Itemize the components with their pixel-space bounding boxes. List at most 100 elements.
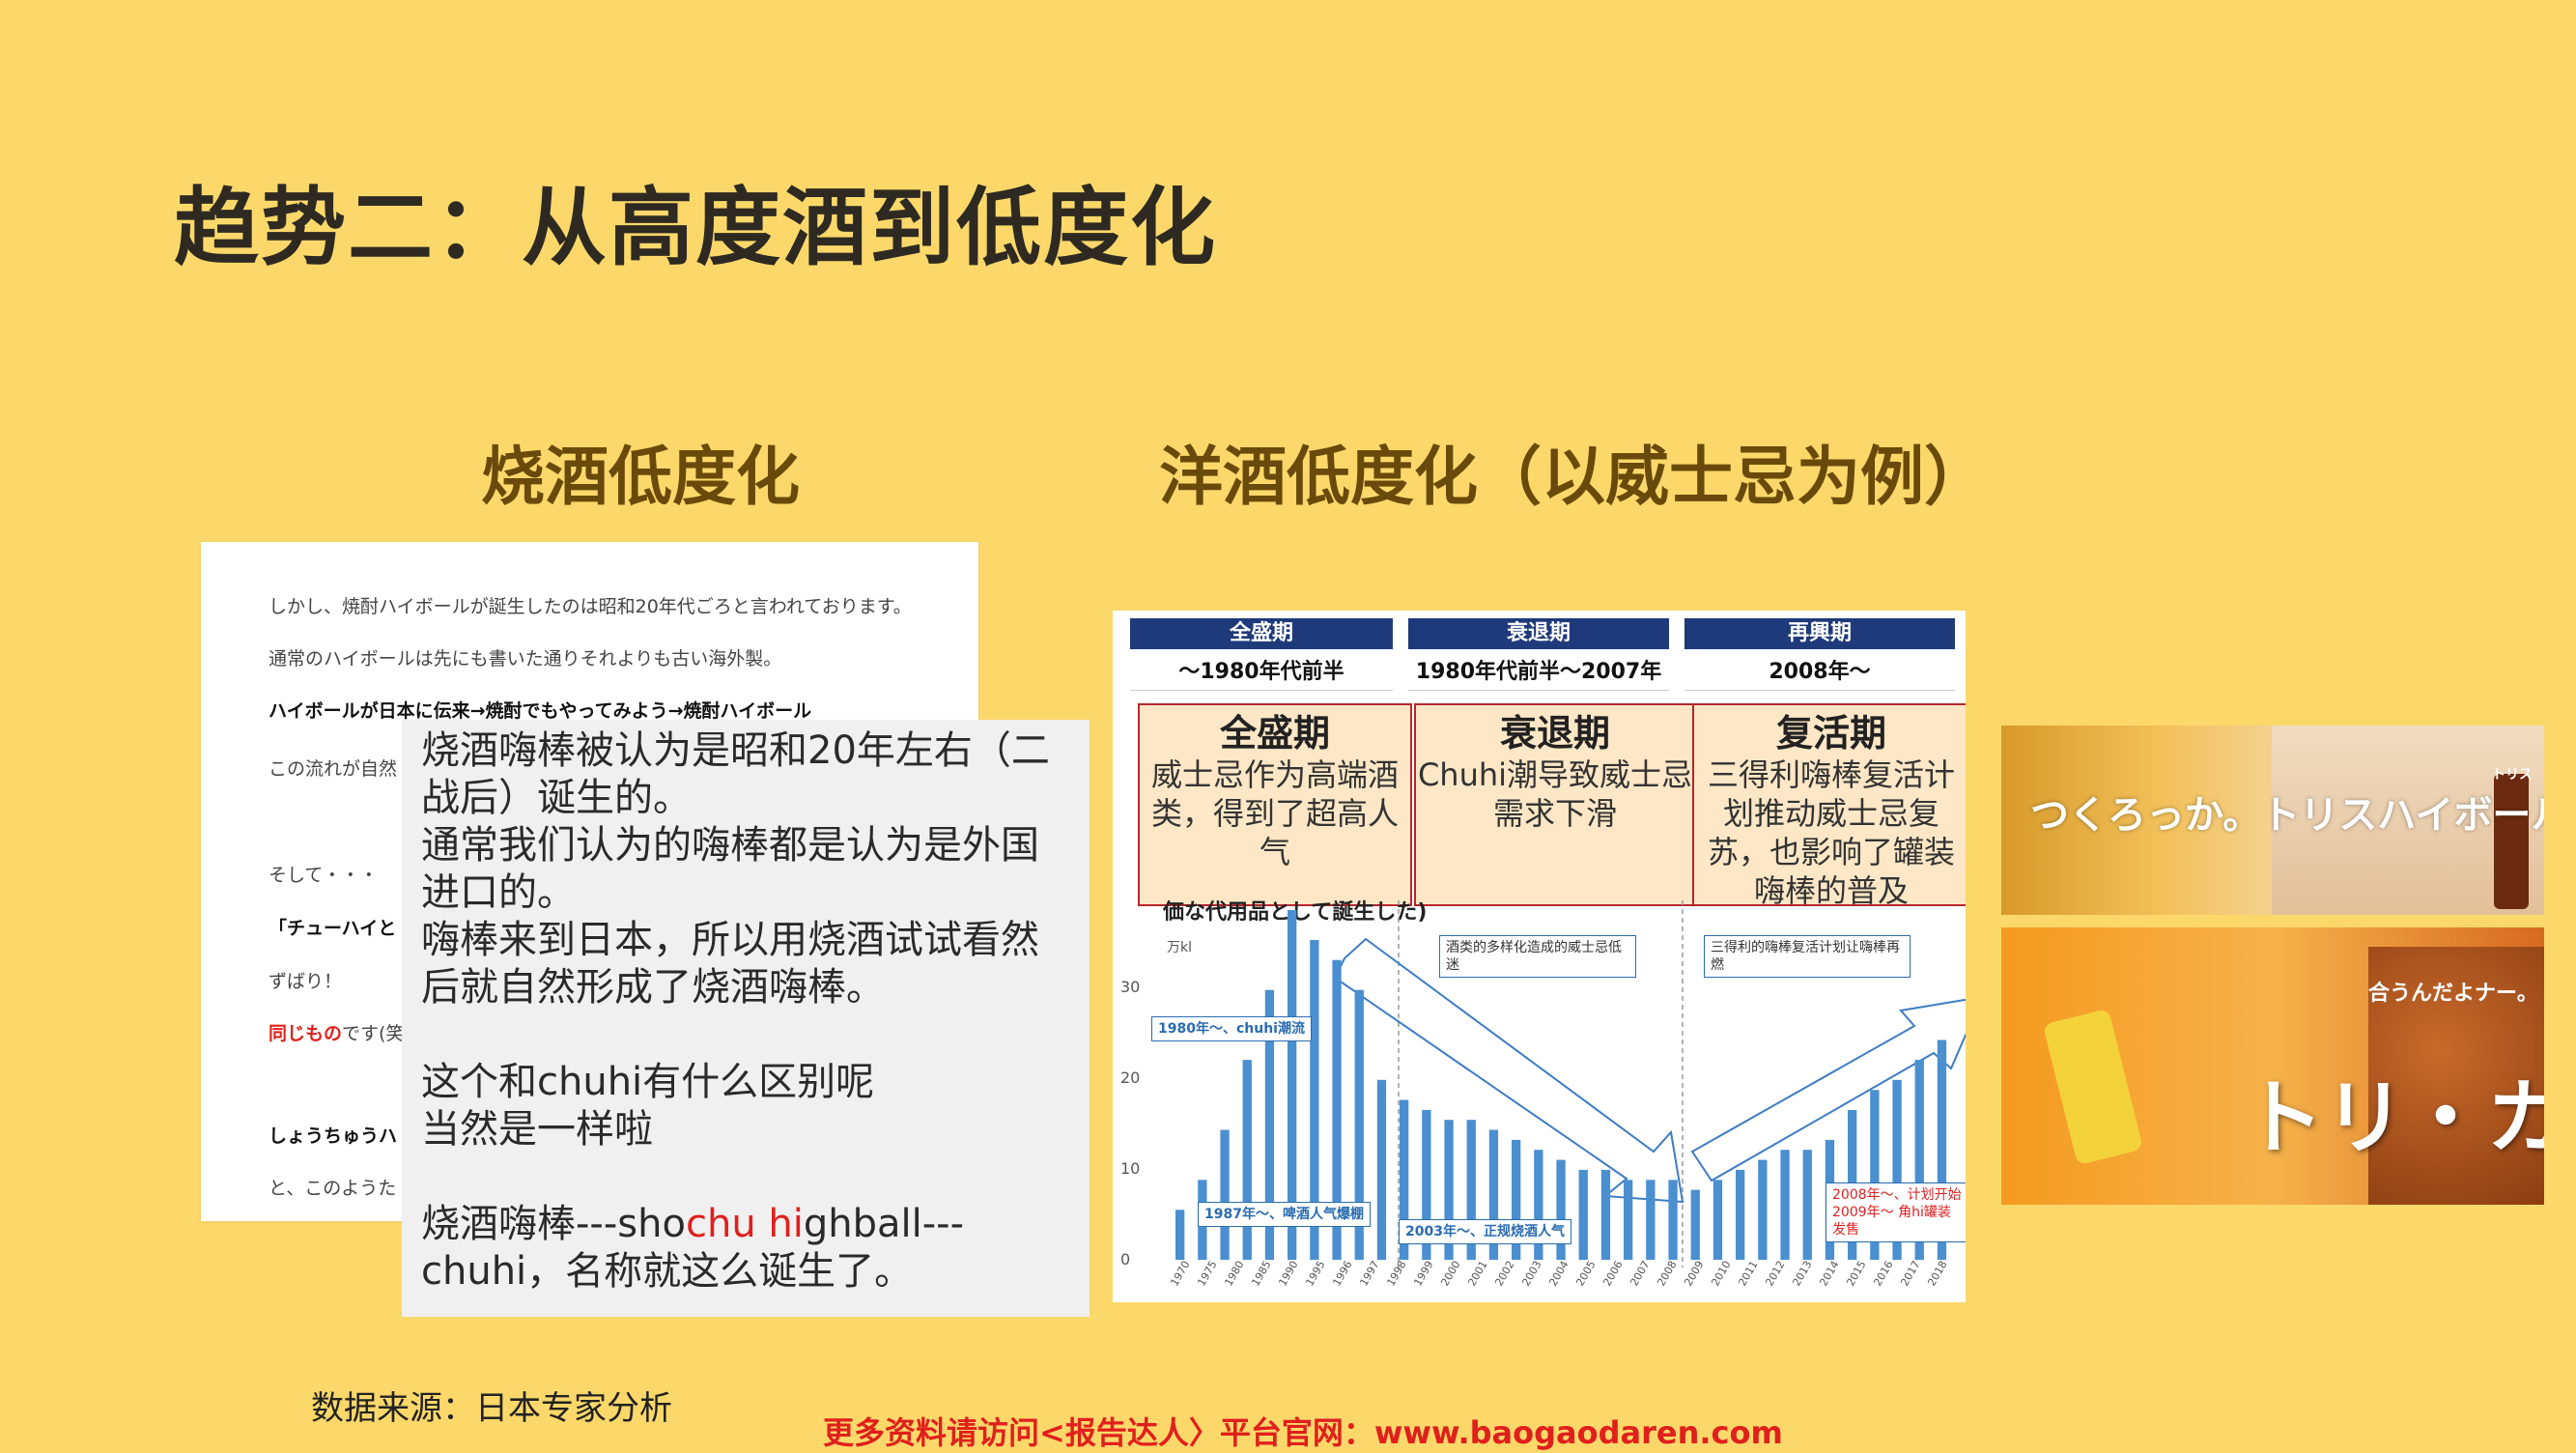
x-tick-label: 2002 xyxy=(1492,1259,1516,1289)
y-tick: 10 xyxy=(1120,1159,1141,1178)
x-tick-label: 2005 xyxy=(1573,1259,1598,1289)
phase-date: 2008年～ xyxy=(1684,655,1955,691)
note-2003: 2003年～、正规烧酒人气 xyxy=(1399,1219,1571,1244)
bar-1976 xyxy=(1242,1060,1252,1260)
data-source: 数据来源：日本专家分析 xyxy=(311,1389,672,1428)
whisky-chart: 全盛期 衰退期 再興期 ～1980年代前半 1980年代前半～2007年 200… xyxy=(1113,611,1966,1302)
tori-kara-ad: トリ・カラ 合うんだよナー。 xyxy=(2001,927,2544,1205)
phase-box-decline: 衰退期 Chuhi潮导致威士忌需求下滑 xyxy=(1414,703,1696,906)
jp-line: ハイボールが日本に伝来→焼酎でもやってみよう→焼酎ハイボール xyxy=(269,700,812,722)
bar-2011 xyxy=(1780,1150,1790,1260)
note-2008: 2008年～、计划开始 2009年～ 角hi罐装发售 xyxy=(1826,1182,1966,1242)
bar-1970 xyxy=(1175,1210,1185,1260)
note-decline: 酒类的多样化造成的威士忌低迷 xyxy=(1439,935,1636,978)
phase-desc: 威士忌作为高端酒类，得到了超高人气 xyxy=(1150,756,1399,870)
jp-line: 「チューハイと xyxy=(269,918,397,939)
phase-desc: 三得利嗨棒复活计划推动威士忌复苏，也影响了罐装嗨棒的普及 xyxy=(1707,756,1955,909)
x-tick-label: 2009 xyxy=(1682,1259,1706,1289)
can-icon xyxy=(2042,1008,2144,1166)
bar-2012 xyxy=(1802,1150,1812,1260)
jp-line: この流れが自然 xyxy=(269,758,398,780)
note-paragraph: 通常我们认为的嗨棒都是认为是外国进口的。 xyxy=(421,823,1039,915)
note-paragraph: 烧酒嗨棒---shochu highball---chuhi，名称就这么诞生了。 xyxy=(421,1201,1070,1296)
bar-2017 xyxy=(1914,1060,1924,1260)
x-tick-label: 2014 xyxy=(1817,1259,1841,1289)
x-tick-label: 2011 xyxy=(1736,1259,1760,1289)
bar-2010 xyxy=(1758,1159,1768,1260)
phase-title: 复活期 xyxy=(1775,712,1886,755)
ad2-slogan: 合うんだよナー。 xyxy=(2368,982,2538,1006)
phase-title: 衰退期 xyxy=(1499,712,1610,755)
bar-2003 xyxy=(1600,1169,1611,1260)
x-tick-label: 1980 xyxy=(1222,1259,1246,1289)
x-tick-label: 2000 xyxy=(1438,1259,1462,1289)
bar-1990 xyxy=(1400,1099,1409,1260)
jp-line: ずばり！ xyxy=(269,971,343,992)
x-tick-label: 1975 xyxy=(1195,1259,1219,1289)
x-tick-label: 1996 xyxy=(1330,1259,1354,1289)
x-tick-label: 2007 xyxy=(1628,1259,1652,1289)
x-tick-label: 2016 xyxy=(1871,1259,1895,1289)
phase-title: 全盛期 xyxy=(1219,712,1330,755)
phase-header: 衰退期 xyxy=(1408,618,1669,649)
bar-1982 xyxy=(1310,940,1319,1260)
note-paragraph: 烧酒嗨棒被认为是昭和20年左右（二战后）诞生的。 xyxy=(421,728,1050,820)
bar-1978 xyxy=(1264,989,1275,1260)
chart-plot: 1970 1975 1980 1985 1990 1995 1996 1997 1998 1999… xyxy=(1168,900,1966,1289)
x-tick-label: 2008 xyxy=(1655,1259,1679,1289)
x-tick-label: 1998 xyxy=(1384,1259,1408,1289)
revival-arrow xyxy=(1690,998,1966,1182)
page-title: 趋势二：从高度酒到低度化 xyxy=(174,178,1218,277)
note-text: 烧酒嗨棒---sho xyxy=(421,1202,686,1246)
x-tick-label: 2012 xyxy=(1763,1259,1787,1289)
note-text xyxy=(756,1202,769,1246)
explanation-note: 烧酒嗨棒被认为是昭和20年左右（二战后）诞生的。 通常我们认为的嗨棒都是认为是外… xyxy=(402,720,1090,1317)
note-paragraph: 当然是一样啦 xyxy=(421,1107,653,1152)
note-highlight: hi xyxy=(768,1202,804,1246)
jp-text: です(笑 xyxy=(342,1023,405,1044)
bar-2007 xyxy=(1690,1189,1700,1260)
jp-line: 通常のハイボールは先にも書いた通りそれよりも古い海外製。 xyxy=(269,648,782,670)
note-text: ghball---chuhi，名称就这么诞生了。 xyxy=(421,1202,965,1294)
bar-1980 xyxy=(1288,910,1297,1260)
jp-line: しょうちゅうハ xyxy=(269,1125,398,1147)
x-tick-label: 1985 xyxy=(1249,1259,1273,1289)
jp-line: と、このようた xyxy=(269,1178,397,1199)
bar-1984 xyxy=(1332,959,1342,1260)
phase-date: ～1980年代前半 xyxy=(1130,655,1393,691)
note-revival: 三得利的嗨棒复活计划让嗨棒再燃 xyxy=(1704,935,1911,978)
phase-header: 再興期 xyxy=(1684,618,1955,649)
bar-2005 xyxy=(1646,1180,1656,1260)
x-tick-label: 2004 xyxy=(1546,1259,1571,1289)
toris-highball-ad: つくろっか。トリスハイボール。 トリス xyxy=(2001,726,2544,915)
bar-2016 xyxy=(1892,1079,1902,1260)
y-tick: 30 xyxy=(1120,978,1141,996)
x-tick-label: 2018 xyxy=(1925,1259,1949,1289)
footer-link[interactable]: 更多资料请访问<报告达人〉平台官网：www.baogaodaren.com xyxy=(823,1414,1783,1451)
left-heading: 烧酒低度化 xyxy=(481,440,800,514)
x-tick-label: 1995 xyxy=(1303,1259,1327,1289)
bar-1986 xyxy=(1354,989,1364,1260)
bar-2015 xyxy=(1870,1090,1880,1260)
y-tick: 20 xyxy=(1120,1068,1141,1087)
right-heading: 洋酒低度化（以威士忌为例） xyxy=(1159,440,1988,514)
x-tick-label: 2015 xyxy=(1844,1259,1868,1289)
phase-date: 1980年代前半～2007年 xyxy=(1408,655,1669,691)
fried-chicken-image xyxy=(2368,947,2544,1205)
phase-desc: Chuhi潮导致威士忌需求下滑 xyxy=(1417,756,1693,832)
x-tick-label: 1999 xyxy=(1411,1259,1435,1289)
note-1987: 1987年～、啤酒人气爆棚 xyxy=(1198,1202,1371,1227)
bar-1988 xyxy=(1376,1079,1387,1260)
note-paragraph: 这个和chuhi有什么区别呢 xyxy=(421,1060,875,1104)
bar-2000 xyxy=(1534,1150,1543,1260)
bar-1999 xyxy=(1512,1139,1521,1260)
x-tick-label: 2013 xyxy=(1790,1259,1814,1289)
bar-1998 xyxy=(1488,1129,1499,1260)
bar-1995 xyxy=(1422,1109,1431,1260)
ad1-brand: トリス xyxy=(2492,767,2533,783)
note-paragraph: 嗨棒来到日本，所以用烧酒试试看然后就自然形成了烧酒嗨棒。 xyxy=(421,918,1039,1010)
y-tick: 0 xyxy=(1120,1250,1131,1268)
bar-2001 xyxy=(1556,1159,1566,1260)
jp-line: そして・・・ xyxy=(269,865,379,886)
bar-1996 xyxy=(1444,1120,1454,1260)
